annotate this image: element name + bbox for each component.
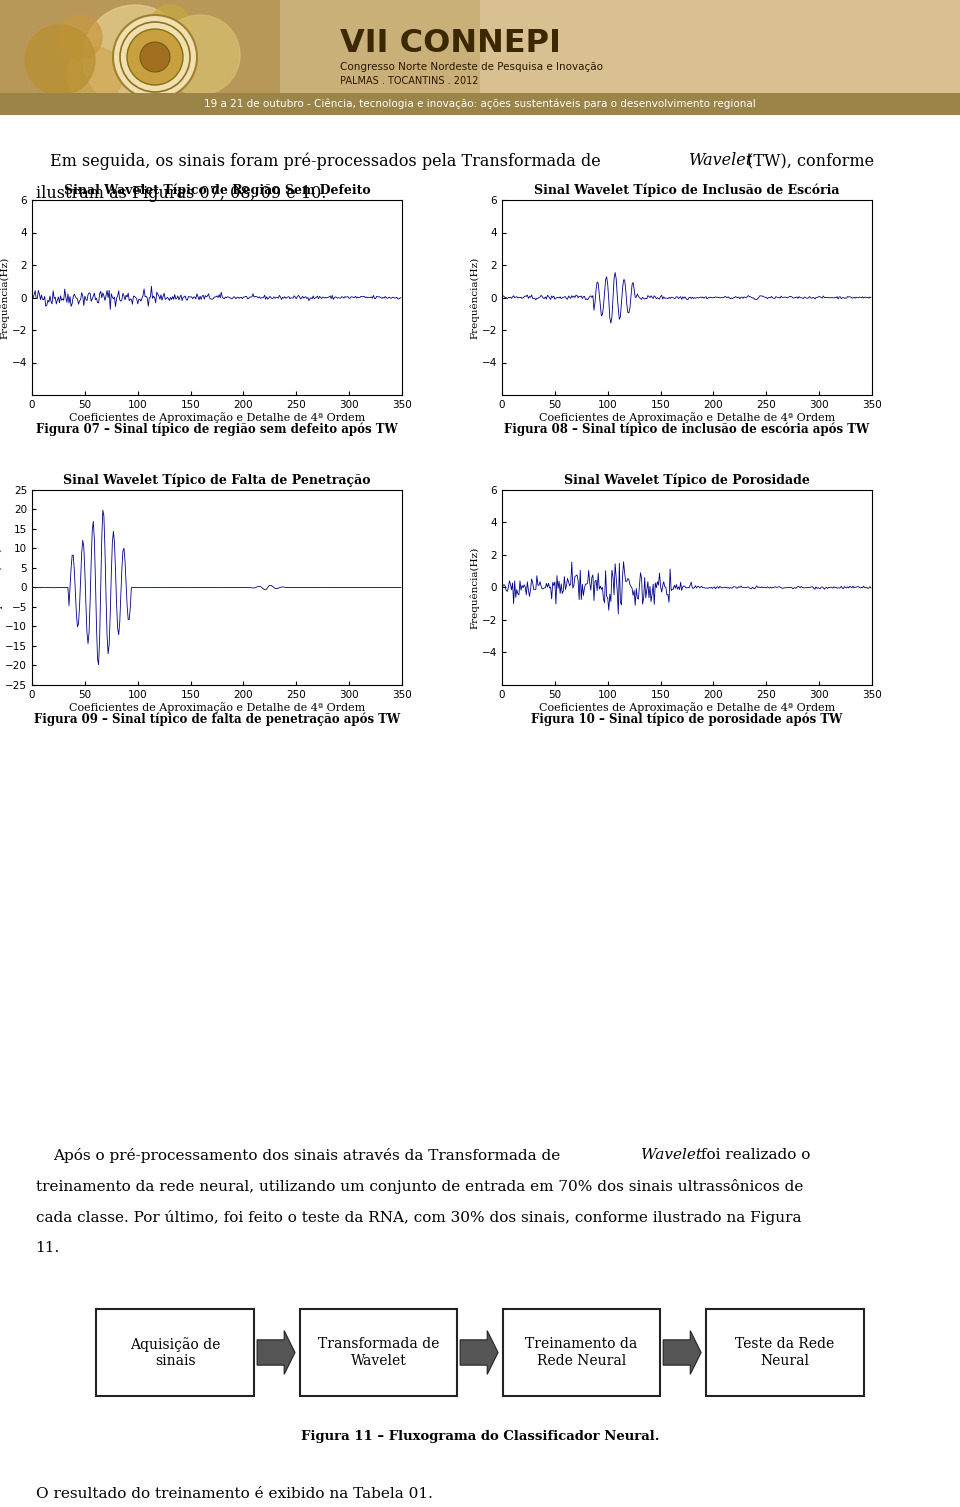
Text: Figura 08 – Sinal típico de inclusão de escória após TW: Figura 08 – Sinal típico de inclusão de … <box>504 422 870 436</box>
Circle shape <box>113 15 197 99</box>
Text: Após o pré-processamento dos sinais através da Transformada de: Após o pré-processamento dos sinais atra… <box>53 1148 564 1163</box>
Bar <box>0 0 280 115</box>
Circle shape <box>160 15 240 95</box>
Text: Congresso Norte Nordeste de Pesquisa e Inovação: Congresso Norte Nordeste de Pesquisa e I… <box>340 62 603 72</box>
Text: Em seguida, os sinais foram pré-processados pela Transformada de: Em seguida, os sinais foram pré-processa… <box>50 152 606 169</box>
Text: cada classe. Por último, foi feito o teste da RNA, com 30% dos sinais, conforme : cada classe. Por último, foi feito o tes… <box>36 1210 801 1225</box>
Text: VII CONNEPI: VII CONNEPI <box>340 27 561 59</box>
Text: Figura 11 – Fluxograma do Classificador Neural.: Figura 11 – Fluxograma do Classificador … <box>300 1430 660 1442</box>
Y-axis label: Frequência(Hz): Frequência(Hz) <box>469 547 479 628</box>
Text: Wavelet: Wavelet <box>689 152 754 169</box>
Text: Transformada de
Wavelet: Transformada de Wavelet <box>318 1337 439 1367</box>
FancyArrow shape <box>257 1331 295 1374</box>
Title: Sinal Wavelet Típico de Falta de Penetração: Sinal Wavelet Típico de Falta de Penetra… <box>63 473 371 487</box>
Circle shape <box>140 42 170 72</box>
Title: Sinal Wavelet Típico de Porosidade: Sinal Wavelet Típico de Porosidade <box>564 473 810 487</box>
Text: ilustram as Figuras 07, 08, 09 e 10.: ilustram as Figuras 07, 08, 09 e 10. <box>36 185 325 202</box>
Bar <box>300 1310 457 1395</box>
FancyArrow shape <box>663 1331 701 1374</box>
X-axis label: Coeficientes de Aproximação e Detalhe de 4ª Ordem: Coeficientes de Aproximação e Detalhe de… <box>539 413 835 423</box>
Circle shape <box>150 5 190 45</box>
Title: Sinal Wavelet Típico de Região Sem Defeito: Sinal Wavelet Típico de Região Sem Defei… <box>63 184 371 197</box>
Y-axis label: Frequência(Hz): Frequência(Hz) <box>0 547 2 628</box>
Bar <box>503 1310 660 1395</box>
Y-axis label: Frequência(Hz): Frequência(Hz) <box>469 256 479 339</box>
Bar <box>96 1310 254 1395</box>
Circle shape <box>83 5 187 109</box>
Text: Figura 10 – Sinal típico de porosidade após TW: Figura 10 – Sinal típico de porosidade a… <box>531 713 843 726</box>
X-axis label: Coeficientes de Aproximação e Detalhe de 4ª Ordem: Coeficientes de Aproximação e Detalhe de… <box>539 702 835 713</box>
Circle shape <box>58 15 102 59</box>
Circle shape <box>127 29 183 84</box>
Text: 19 a 21 de outubro - Ciência, tecnologia e inovação: ações sustentáveis para o d: 19 a 21 de outubro - Ciência, tecnologia… <box>204 99 756 109</box>
Text: (TW), conforme: (TW), conforme <box>742 152 875 169</box>
Text: Figura 07 – Sinal típico de região sem defeito após TW: Figura 07 – Sinal típico de região sem d… <box>36 422 397 436</box>
Text: Aquisição de
sinais: Aquisição de sinais <box>131 1337 221 1368</box>
Text: O resultado do treinamento é exibido na Tabela 01.: O resultado do treinamento é exibido na … <box>36 1487 432 1501</box>
FancyArrow shape <box>460 1331 498 1374</box>
Bar <box>706 1310 864 1395</box>
Bar <box>480 0 960 115</box>
Title: Sinal Wavelet Típico de Inclusão de Escória: Sinal Wavelet Típico de Inclusão de Escó… <box>535 184 840 197</box>
Circle shape <box>137 72 173 109</box>
Text: PALMAS . TOCANTINS . 2012: PALMAS . TOCANTINS . 2012 <box>340 75 478 86</box>
X-axis label: Coeficientes de Aproximação e Detalhe de 4ª Ordem: Coeficientes de Aproximação e Detalhe de… <box>69 413 365 423</box>
Text: 11.: 11. <box>36 1240 60 1255</box>
Text: Wavelet: Wavelet <box>641 1148 703 1162</box>
Circle shape <box>25 26 95 95</box>
Y-axis label: Frequência(Hz): Frequência(Hz) <box>0 256 9 339</box>
X-axis label: Coeficientes de Aproximação e Detalhe de 4ª Ordem: Coeficientes de Aproximação e Detalhe de… <box>69 702 365 713</box>
Text: Teste da Rede
Neural: Teste da Rede Neural <box>735 1337 834 1367</box>
Text: foi realizado o: foi realizado o <box>696 1148 810 1162</box>
Text: treinamento da rede neural, utilizando um conjunto de entrada em 70% dos sinais : treinamento da rede neural, utilizando u… <box>36 1178 803 1194</box>
Text: Figura 09 – Sinal típico de falta de penetração após TW: Figura 09 – Sinal típico de falta de pen… <box>34 713 400 726</box>
Text: Treinamento da
Rede Neural: Treinamento da Rede Neural <box>525 1337 637 1367</box>
Circle shape <box>67 47 123 102</box>
